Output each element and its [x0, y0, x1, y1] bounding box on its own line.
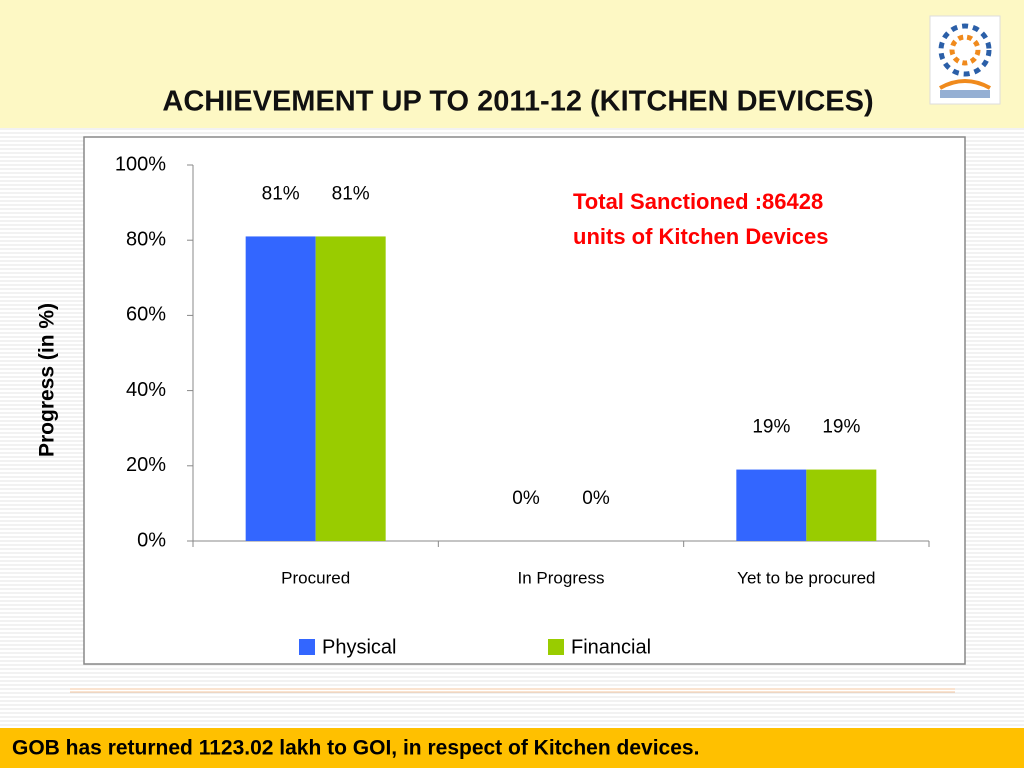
logo	[929, 15, 1001, 105]
annotation: units of Kitchen Devices	[573, 224, 829, 249]
y-tick-label: 20%	[126, 454, 166, 476]
footer-band	[0, 728, 1024, 768]
value-label: 0%	[512, 488, 540, 509]
value-label: 19%	[822, 417, 860, 438]
bar	[806, 469, 877, 541]
legend-label: Physical	[322, 636, 396, 658]
bar	[736, 469, 807, 541]
y-tick-label: 80%	[126, 228, 166, 250]
x-tick-label: Procured	[281, 568, 350, 587]
header-band	[0, 0, 1024, 128]
y-tick-label: 100%	[115, 153, 166, 175]
footer-text: GOB has returned 1123.02 lakh to GOI, in…	[12, 737, 699, 760]
x-tick-label: Yet to be procured	[737, 568, 875, 587]
slide-title: ACHIEVEMENT UP TO 2011-12 (KITCHEN DEVIC…	[162, 86, 873, 118]
bar	[315, 236, 386, 541]
x-tick-label: In Progress	[518, 568, 605, 587]
y-axis-label: Progress (in %)	[36, 303, 59, 457]
y-tick-label: 40%	[126, 379, 166, 401]
value-label: 0%	[582, 488, 610, 509]
legend-label: Financial	[571, 636, 651, 658]
value-label: 81%	[262, 183, 300, 204]
annotation: Total Sanctioned :86428	[573, 189, 823, 214]
legend-swatch	[548, 639, 564, 655]
value-label: 81%	[332, 183, 370, 204]
bar	[245, 236, 316, 541]
plot: 0% 20% 40% 60% 80% 100% Procured 81% 81% In Progr…	[115, 153, 930, 658]
y-tick-label: 60%	[126, 304, 166, 326]
legend-swatch	[299, 639, 315, 655]
value-label: 19%	[752, 417, 790, 438]
y-tick-label: 0%	[137, 529, 166, 551]
chart-frame	[83, 136, 966, 665]
